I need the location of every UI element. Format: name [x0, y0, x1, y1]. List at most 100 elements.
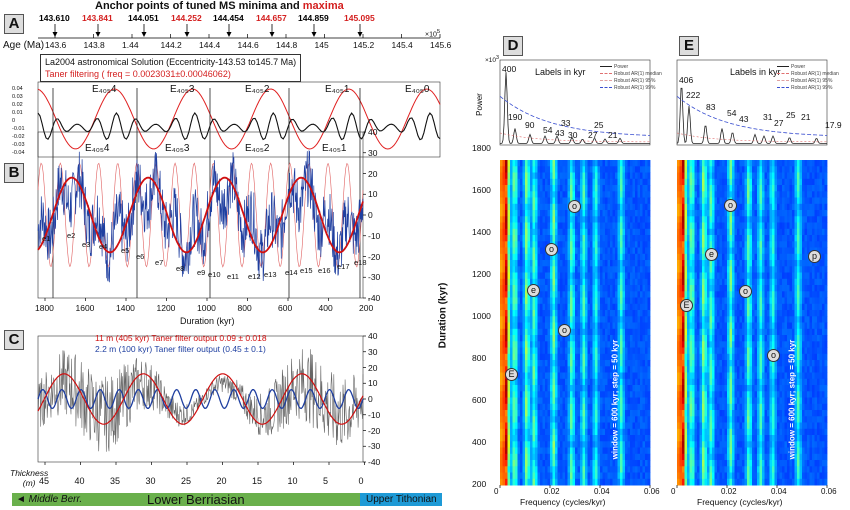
spectrogram-cell [697, 441, 700, 448]
spectrogram-cell [647, 266, 651, 273]
spectrogram-cell [702, 353, 705, 361]
spectrogram-cell [642, 478, 646, 486]
spectrogram-cell [689, 472, 693, 480]
spectrogram-cell [724, 260, 728, 267]
spectrogram-cell [717, 272, 720, 280]
spectrogram-cell [694, 216, 698, 223]
spectrogram-cell [550, 460, 553, 467]
spectrogram-cell [580, 466, 583, 473]
spectrogram-cell [684, 422, 688, 430]
spectrogram-cell [645, 416, 648, 423]
spectrogram-cell [525, 285, 528, 292]
spectrogram-cell [615, 397, 618, 405]
spectrogram-cell [520, 347, 523, 355]
spectrogram-cell [620, 210, 623, 217]
spectrogram-cell [505, 291, 508, 298]
spectrogram-cell [605, 235, 608, 242]
spectrogram-cell [625, 260, 628, 267]
spectrogram-cell [600, 391, 603, 398]
spectrogram-cell [625, 416, 628, 423]
spectrogram-cell [540, 266, 543, 273]
spectrogram-cell [702, 278, 705, 286]
spectrogram-cell [697, 260, 700, 267]
spectrogram-cell [590, 216, 593, 223]
spectrogram-cell [565, 210, 568, 217]
spectrogram-cell [575, 310, 578, 317]
spectrogram-cell [697, 385, 700, 392]
spectrogram-cell [555, 385, 558, 392]
spectrogram-cell [545, 197, 548, 205]
spectrogram-cell [560, 347, 563, 355]
spectrogram-cell [724, 166, 728, 173]
spectrogram-cell [742, 391, 745, 398]
spectrogram-cell [500, 328, 503, 336]
spectrogram-cell [540, 416, 543, 423]
spectrogram-cell [627, 222, 631, 230]
spectrogram-cell [577, 360, 581, 367]
spectrogram-cell [575, 222, 578, 230]
spectrogram-cell [570, 466, 573, 473]
spectrogram-cell [550, 335, 553, 342]
panel-c-blue-curve [37, 388, 364, 410]
spectrogram-cell [677, 341, 680, 348]
spectrogram-cell [692, 472, 695, 480]
spectrogram-cell [749, 241, 753, 248]
spectrogram-cell [699, 210, 703, 217]
spectrogram-cell [625, 235, 628, 242]
spectrogram-cell [507, 385, 511, 392]
spectrogram-cell [540, 428, 543, 436]
spectrogram-cell [515, 203, 518, 211]
spectrogram-cell [737, 391, 740, 398]
spectrogram-cell [635, 260, 638, 267]
spectrogram-cell [582, 372, 586, 380]
spectrogram-cell [679, 241, 683, 248]
spectrogram-cell [612, 366, 616, 373]
spectrogram-cell [527, 341, 531, 348]
spectrogram-cell [759, 166, 763, 173]
spectrogram-cell [585, 410, 588, 417]
spectrogram-cell [677, 297, 680, 305]
spectrogram-cell [727, 185, 730, 192]
figure-title: Anchor points of tuned MS minima and max… [95, 0, 344, 12]
spectrogram-cell [517, 178, 521, 186]
spectrogram-cell [702, 222, 705, 230]
spectrogram-cell [562, 472, 566, 480]
spectrogram-cell [692, 291, 695, 298]
spectrogram-cell [699, 360, 703, 367]
spectrogram-cell [545, 278, 548, 286]
spectrogram-cell [550, 222, 553, 230]
spectrogram-cell [615, 197, 618, 205]
spectrogram-cell [759, 353, 763, 361]
spectrogram-cell [702, 185, 705, 192]
spectrogram-cell [512, 297, 516, 305]
spectrogram-cell [565, 266, 568, 273]
spectrogram-cell [580, 478, 583, 486]
spectrogram-cell [679, 441, 683, 448]
spectrogram-cell [645, 210, 648, 217]
spectrogram-cell [759, 385, 763, 392]
spectrogram-cell [627, 366, 631, 373]
spectrogram-cell [747, 185, 750, 192]
spectrogram-cell [597, 435, 601, 442]
spectrogram-cell [687, 453, 690, 461]
spectrogram-cell [540, 341, 543, 348]
spectrogram-cell [739, 397, 743, 405]
spectrogram-cell [632, 378, 636, 386]
spectrogram-cell [712, 278, 715, 286]
spectrogram-cell [507, 222, 511, 230]
spectrogram-cell [527, 460, 531, 467]
spectrogram-cell [592, 360, 596, 367]
spectrogram-cell [625, 335, 628, 342]
spectrogram-cell [692, 403, 695, 411]
spectrogram-cell [747, 247, 750, 255]
spectrogram-cell [640, 335, 643, 342]
spectrogram-cell [645, 185, 648, 192]
spectrogram-cell [637, 228, 641, 236]
spectrogram-cell [620, 285, 623, 292]
spectrogram-cell [620, 403, 623, 411]
spectrogram-cell [572, 285, 576, 292]
spectrogram-cell [510, 303, 513, 311]
spectrogram-cell [515, 347, 518, 355]
spectrogram-cell [575, 185, 578, 192]
spectrogram-cell [747, 478, 750, 486]
